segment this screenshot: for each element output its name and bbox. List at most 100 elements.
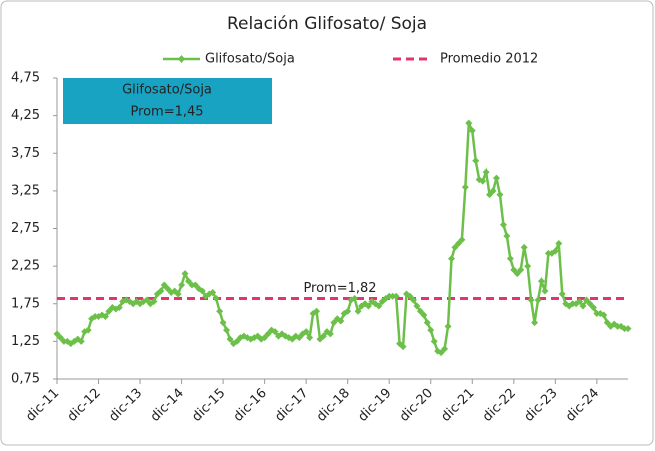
data-point	[461, 183, 469, 191]
data-point	[448, 255, 456, 263]
data-point	[503, 232, 511, 240]
legend-label: Promedio 2012	[440, 52, 538, 67]
data-point	[479, 177, 487, 185]
data-point	[499, 221, 507, 229]
data-point	[486, 191, 494, 199]
data-point	[465, 119, 473, 127]
data-point	[520, 243, 528, 251]
data-point	[489, 187, 497, 195]
annotation-text: Prom=1,45	[130, 105, 203, 120]
y-tick-label: 1,25	[11, 334, 40, 349]
data-point	[603, 319, 611, 327]
data-point	[451, 243, 459, 251]
data-point	[157, 287, 165, 295]
data-point	[409, 296, 417, 304]
data-point	[413, 302, 421, 310]
data-point	[160, 281, 168, 289]
data-point	[551, 247, 559, 255]
data-point	[576, 297, 584, 305]
data-point	[624, 325, 632, 333]
data-point	[482, 168, 490, 176]
legend-label: Glifosato/Soja	[205, 52, 295, 67]
y-tick-label: 2,25	[11, 259, 40, 274]
data-point	[226, 335, 234, 343]
data-point	[364, 302, 372, 310]
data-point	[178, 281, 186, 289]
data-point	[555, 240, 563, 248]
annotation-title: Glifosato/Soja	[122, 83, 212, 98]
data-point	[423, 319, 431, 327]
data-point	[219, 319, 227, 327]
data-point	[441, 345, 449, 353]
data-point	[185, 277, 193, 285]
data-point	[492, 174, 500, 182]
data-point	[271, 328, 279, 336]
data-point	[506, 255, 514, 263]
data-point	[264, 330, 272, 338]
legend-marker	[178, 55, 185, 63]
data-point	[472, 157, 480, 165]
data-point	[586, 300, 594, 308]
data-point	[84, 326, 92, 334]
y-tick-label: 3,25	[11, 183, 40, 198]
data-point	[351, 294, 359, 302]
data-point	[209, 288, 217, 296]
data-point	[527, 296, 535, 304]
data-point	[150, 297, 158, 305]
data-point	[534, 296, 542, 304]
average-label: Prom=1,82	[303, 281, 376, 296]
data-point	[537, 277, 545, 285]
data-point	[344, 307, 352, 315]
data-point	[295, 334, 303, 342]
data-point	[261, 334, 269, 342]
y-tick-label: 4,25	[11, 108, 40, 123]
data-point	[468, 127, 476, 135]
y-tick-label: 3,75	[11, 146, 40, 161]
data-point	[191, 281, 199, 289]
data-point	[392, 292, 400, 300]
y-tick-label: 0,75	[11, 372, 40, 387]
data-point	[233, 337, 241, 345]
data-point	[579, 302, 587, 310]
data-point	[600, 311, 608, 319]
data-point	[582, 296, 590, 304]
data-point	[589, 304, 597, 312]
data-point	[306, 334, 314, 342]
data-point	[53, 330, 61, 338]
data-point	[122, 296, 130, 304]
data-point	[143, 296, 151, 304]
annotation-box	[63, 78, 272, 124]
data-point	[326, 330, 334, 338]
data-point	[198, 287, 206, 295]
data-point	[375, 302, 383, 310]
data-point	[212, 294, 220, 302]
data-point	[313, 307, 321, 315]
data-point	[354, 307, 362, 315]
data-point	[524, 262, 532, 270]
y-tick-label: 1,75	[11, 296, 40, 311]
y-tick-label: 2,75	[11, 221, 40, 236]
data-point	[416, 307, 424, 315]
data-point	[115, 304, 123, 312]
data-point	[77, 337, 85, 345]
data-point	[496, 191, 504, 199]
data-point	[223, 326, 231, 334]
data-point	[558, 290, 566, 298]
data-point	[174, 290, 182, 298]
chart-title: Relación Glifosato/ Soja	[227, 14, 427, 34]
data-point	[430, 337, 438, 345]
data-point	[101, 313, 109, 321]
data-point	[56, 334, 64, 342]
data-point	[105, 307, 113, 315]
data-point	[319, 332, 327, 340]
y-tick-label: 4,75	[11, 71, 40, 86]
data-point	[517, 266, 525, 274]
data-point	[399, 343, 407, 351]
data-point	[437, 349, 445, 357]
data-point	[216, 307, 224, 315]
data-point	[531, 319, 539, 327]
data-point	[427, 326, 435, 334]
data-point	[420, 311, 428, 319]
